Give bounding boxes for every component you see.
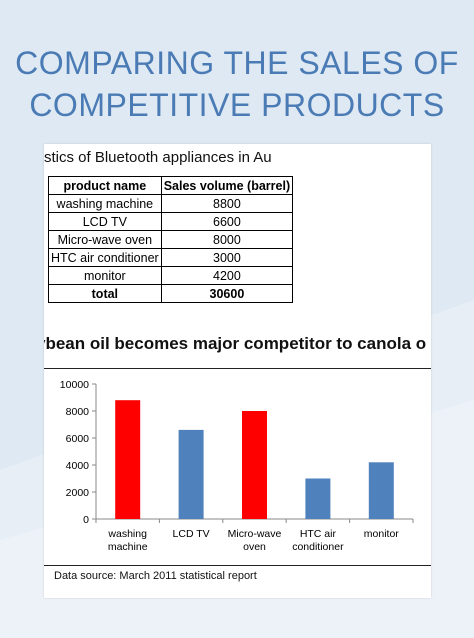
y-tick-label: 10000: [60, 379, 89, 391]
bar-3: [305, 478, 331, 519]
y-tick-label: 4000: [66, 460, 90, 472]
x-category-label: oven: [243, 541, 266, 553]
sales-cell: 4200: [160, 266, 294, 285]
sheet-heading: stics of Bluetooth appliances in Au: [44, 149, 272, 166]
table-header-row: product name Sales volume (barrel): [48, 176, 294, 195]
sales-table: product name Sales volume (barrel) washi…: [48, 176, 294, 303]
table-total-row: total 30600: [48, 284, 294, 303]
product-cell: washing machine: [48, 194, 162, 213]
column-header-product: product name: [48, 176, 162, 195]
product-cell: LCD TV: [48, 212, 162, 231]
product-cell: Micro-wave oven: [48, 230, 162, 249]
data-source-note: Data source: March 2011 statistical repo…: [54, 570, 257, 582]
total-value-cell: 30600: [160, 284, 294, 303]
sales-cell: 8000: [160, 230, 294, 249]
page-title: COMPARING THE SALES OF COMPETITIVE PRODU…: [15, 45, 459, 123]
table-row: washing machine 8800: [48, 194, 294, 213]
table-row: monitor 4200: [48, 266, 294, 285]
product-cell: HTC air conditioner: [48, 248, 162, 267]
column-header-sales: Sales volume (barrel): [160, 176, 294, 195]
x-category-label: Micro-wave: [228, 528, 282, 540]
sales-cell: 8800: [160, 194, 294, 213]
spreadsheet-card: stics of Bluetooth appliances in Au prod…: [44, 144, 431, 598]
chart-top-rule: [44, 368, 431, 369]
product-cell: monitor: [48, 266, 162, 285]
bar-4: [368, 462, 394, 519]
bar-1: [178, 429, 204, 519]
table-row: LCD TV 6600: [48, 212, 294, 231]
bar-0: [115, 400, 141, 519]
y-tick-label: 8000: [66, 406, 90, 418]
x-category-label: machine: [108, 541, 148, 553]
table-row: Micro-wave oven 8000: [48, 230, 294, 249]
chart-title: ybean oil becomes major competitor to ca…: [44, 334, 427, 353]
y-tick-label: 2000: [66, 487, 90, 499]
bar-2: [242, 411, 267, 519]
total-label-cell: total: [48, 284, 162, 303]
x-category-label: conditioner: [292, 541, 344, 553]
table-row: HTC air conditioner 3000: [48, 248, 294, 267]
x-category-label: LCD TV: [173, 528, 210, 540]
source-top-rule: [44, 565, 431, 566]
sales-cell: 3000: [160, 248, 294, 267]
x-category-label: monitor: [364, 528, 400, 540]
y-tick-label: 0: [83, 514, 89, 526]
x-category-label: HTC air: [300, 528, 337, 540]
y-tick-label: 6000: [66, 433, 90, 445]
sales-cell: 6600: [160, 212, 294, 231]
x-category-label: washing: [107, 528, 147, 540]
